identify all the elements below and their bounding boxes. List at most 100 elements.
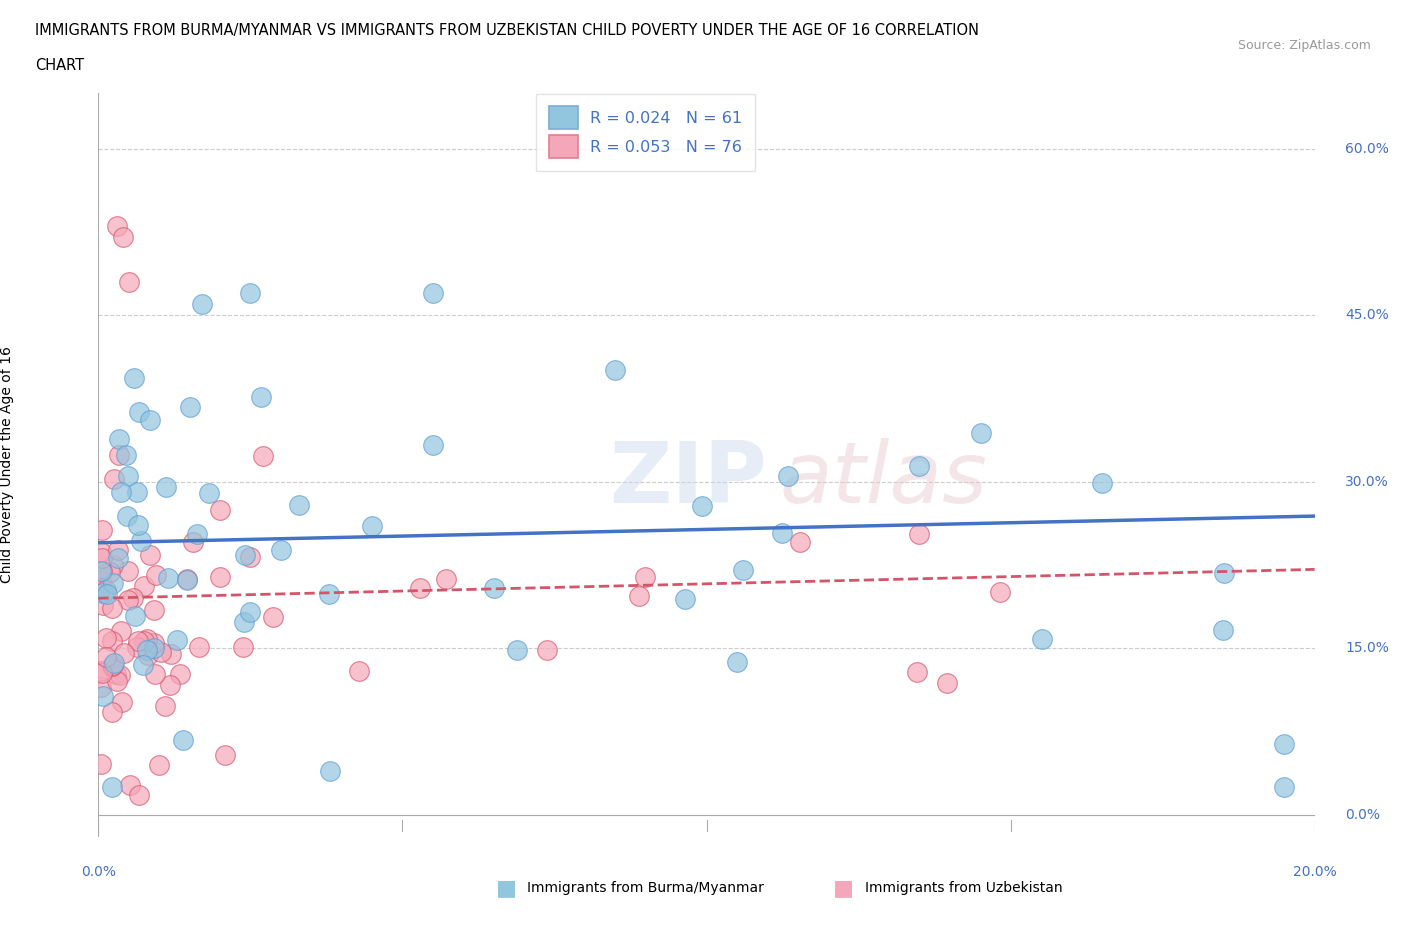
Text: 60.0%: 60.0%	[1346, 141, 1389, 155]
Point	[233, 548, 256, 563]
Point	[115, 448, 138, 463]
Point	[1272, 779, 1295, 794]
Point	[128, 788, 150, 803]
Point	[970, 425, 993, 440]
Point	[104, 666, 127, 681]
Point	[142, 603, 165, 618]
Point	[142, 636, 165, 651]
Point	[208, 570, 231, 585]
Point	[110, 623, 132, 638]
Point	[936, 676, 959, 691]
Point	[90, 564, 112, 578]
Point	[214, 747, 236, 762]
Point	[156, 570, 179, 585]
Point	[139, 413, 162, 428]
Point	[770, 525, 793, 540]
Point	[129, 534, 152, 549]
Point	[110, 485, 132, 499]
Point	[252, 449, 274, 464]
Point	[176, 573, 198, 588]
Point	[91, 586, 114, 601]
Point	[673, 591, 696, 606]
Point	[233, 615, 256, 630]
Point	[409, 580, 432, 595]
Point	[90, 572, 112, 587]
Point	[434, 571, 457, 586]
Point	[132, 579, 155, 594]
Text: 30.0%: 30.0%	[1346, 474, 1389, 488]
Point	[1031, 631, 1053, 646]
Point	[96, 583, 118, 598]
Point	[319, 764, 342, 778]
Point	[239, 604, 262, 619]
Point	[191, 297, 214, 312]
Point	[725, 655, 748, 670]
Point	[239, 550, 262, 565]
Point	[605, 363, 627, 378]
Point	[135, 643, 157, 658]
Point	[188, 640, 211, 655]
Point	[112, 645, 135, 660]
Point	[908, 526, 931, 541]
Point	[1272, 737, 1295, 751]
Point	[176, 571, 198, 586]
Point	[107, 551, 129, 565]
Text: 0.0%: 0.0%	[82, 865, 115, 879]
Point	[1212, 565, 1234, 580]
Point	[778, 469, 800, 484]
Point	[105, 219, 128, 233]
Point	[101, 658, 124, 673]
Point	[90, 564, 112, 578]
Point	[91, 551, 114, 565]
Point	[733, 563, 755, 578]
Point	[90, 680, 112, 695]
Point	[94, 630, 117, 644]
Point	[90, 580, 112, 595]
Point	[122, 591, 145, 605]
Point	[536, 643, 558, 658]
Point	[988, 585, 1011, 600]
Text: Immigrants from Uzbekistan: Immigrants from Uzbekistan	[865, 881, 1063, 896]
Point	[179, 400, 201, 415]
Point	[101, 633, 124, 648]
Text: 20.0%: 20.0%	[1292, 865, 1337, 879]
Point	[422, 286, 444, 300]
Point	[181, 535, 204, 550]
Point	[169, 666, 191, 681]
Text: ■: ■	[496, 878, 516, 898]
Point	[103, 656, 125, 671]
Point	[115, 509, 138, 524]
Point	[318, 586, 340, 601]
Text: 45.0%: 45.0%	[1346, 308, 1389, 322]
Point	[117, 564, 139, 578]
Point	[1091, 476, 1114, 491]
Point	[172, 732, 194, 747]
Point	[506, 643, 529, 658]
Point	[90, 666, 112, 681]
Point	[101, 558, 124, 573]
Point	[166, 632, 188, 647]
Point	[145, 568, 167, 583]
Point	[117, 469, 139, 484]
Point	[186, 526, 208, 541]
Point	[90, 544, 112, 559]
Point	[690, 498, 713, 513]
Text: ■: ■	[834, 878, 853, 898]
Point	[135, 631, 157, 646]
Point	[108, 668, 131, 683]
Point	[209, 502, 232, 517]
Point	[127, 518, 149, 533]
Point	[789, 535, 811, 550]
Point	[347, 664, 370, 679]
Point	[91, 523, 114, 538]
Point	[155, 480, 177, 495]
Text: atlas: atlas	[779, 438, 987, 522]
Point	[482, 580, 505, 595]
Point	[422, 437, 444, 452]
Point	[94, 650, 117, 665]
Text: Child Poverty Under the Age of 16: Child Poverty Under the Age of 16	[0, 347, 14, 583]
Point	[120, 777, 142, 792]
Point	[288, 498, 311, 512]
Point	[634, 569, 657, 584]
Point	[148, 758, 170, 773]
